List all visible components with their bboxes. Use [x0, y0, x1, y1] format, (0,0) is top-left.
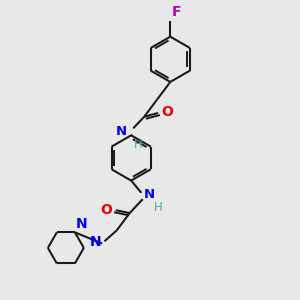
Text: N: N	[76, 217, 87, 231]
Text: N: N	[90, 235, 101, 249]
Text: N: N	[116, 125, 128, 138]
Text: H: H	[134, 138, 143, 151]
Text: O: O	[162, 105, 173, 119]
Text: O: O	[100, 202, 112, 217]
Text: H: H	[154, 201, 163, 214]
Text: N: N	[144, 188, 155, 201]
Text: F: F	[172, 5, 181, 19]
